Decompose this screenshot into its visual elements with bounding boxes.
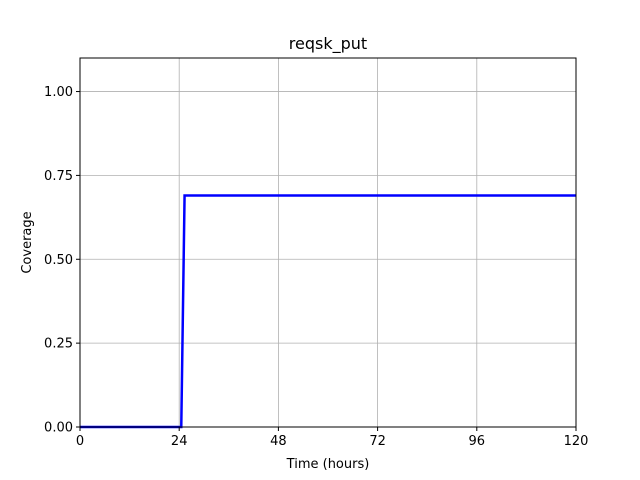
y-tick-label: 0.25: [44, 337, 73, 352]
x-tick-label: 24: [171, 434, 188, 449]
x-tick-label: 96: [469, 434, 486, 449]
x-tick-label: 0: [76, 434, 84, 449]
x-tick-label: 72: [369, 434, 386, 449]
x-axis: 0 24 48 72 96 120: [76, 427, 589, 449]
series-line: [80, 194, 576, 429]
x-tick-label: 120: [564, 434, 589, 449]
y-tick-label: 1.00: [44, 85, 73, 100]
chart-title: reqsk_put: [289, 34, 367, 54]
y-axis-label: Coverage: [20, 211, 35, 273]
x-tick-label: 48: [270, 434, 287, 449]
plot-frame: [79, 57, 577, 428]
y-axis: 0.00 0.25 0.50 0.75 1.00: [44, 85, 80, 436]
grid: [79, 58, 577, 428]
series-layer: [80, 194, 576, 429]
y-tick-label: 0.75: [44, 169, 73, 184]
y-tick-label: 0.50: [44, 253, 73, 268]
x-axis-label: Time (hours): [286, 457, 370, 472]
y-tick-label: 0.00: [44, 421, 73, 436]
